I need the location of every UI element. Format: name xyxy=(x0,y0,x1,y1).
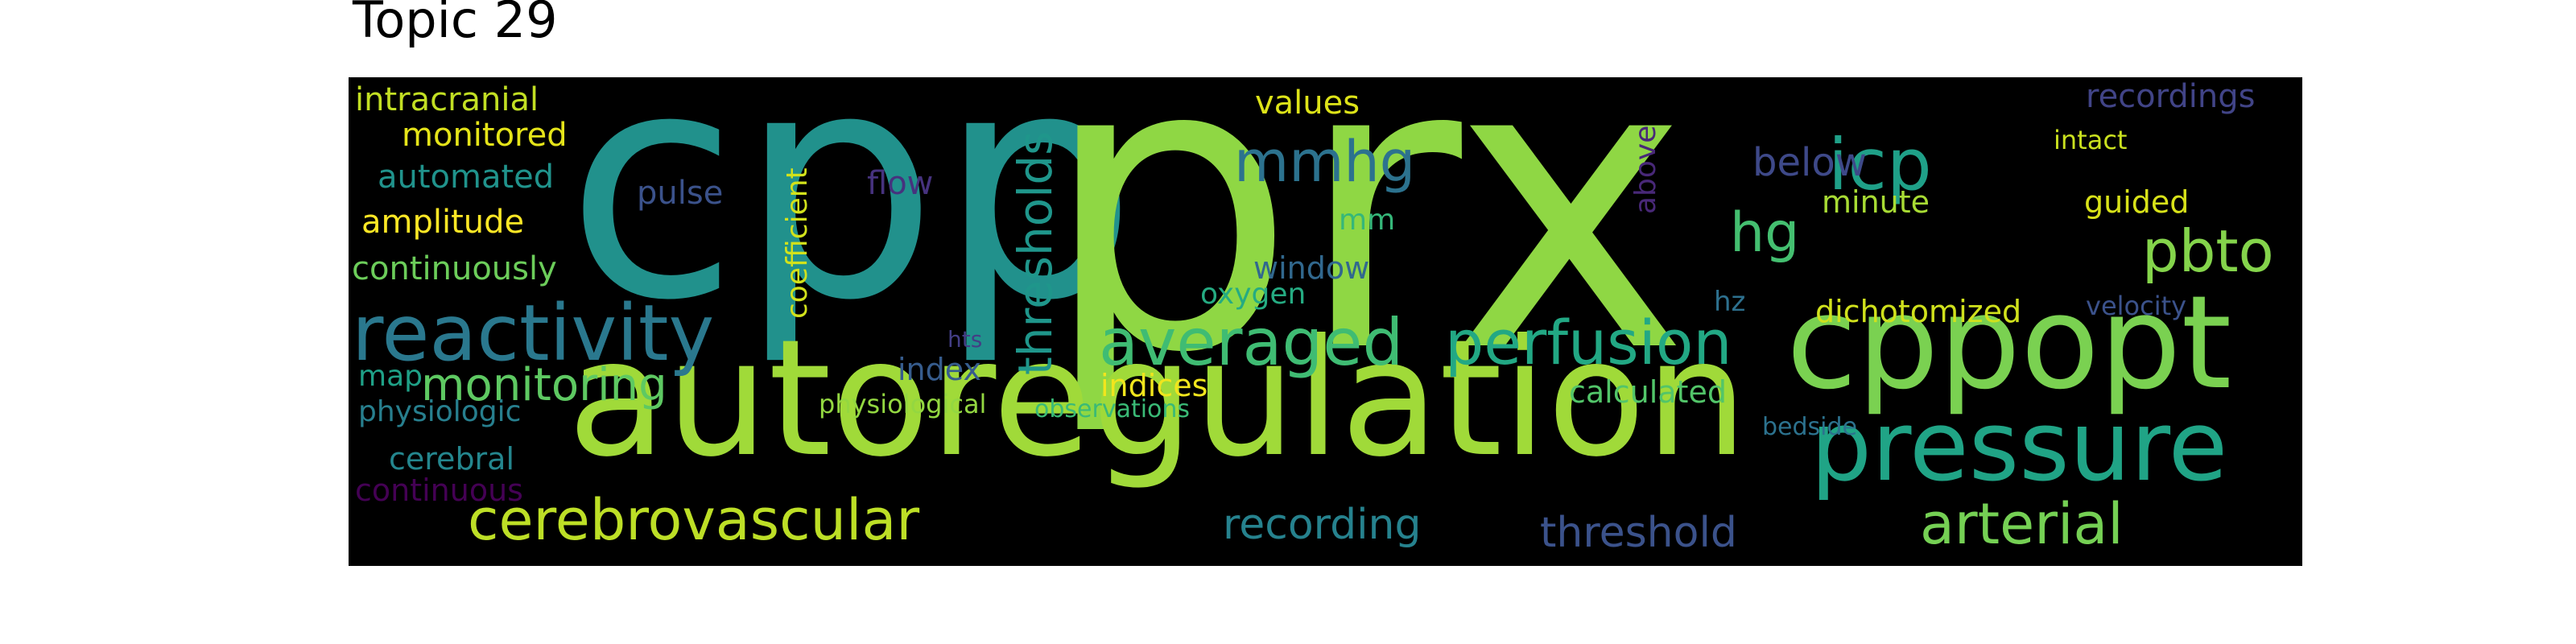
word-averaged: averaged xyxy=(1099,305,1404,380)
word-perfusion: perfusion xyxy=(1445,307,1732,378)
word-cpp: cpp xyxy=(566,77,1137,369)
word-autoregulation: autoregulation xyxy=(568,305,1748,493)
word-arterial: arterial xyxy=(1920,491,2124,557)
word-monitored: monitored xyxy=(402,117,568,154)
word-amplitude: amplitude xyxy=(361,204,525,241)
word-hg: hg xyxy=(1730,201,1800,265)
word-mm: mm xyxy=(1339,204,1396,237)
word-cloud: cpp prx autoregulation cppopt pressure reacti… xyxy=(349,77,2302,566)
word-hz: hz xyxy=(1714,286,1746,318)
word-prx: prx xyxy=(1041,77,1690,440)
word-continuously: continuously xyxy=(352,250,557,287)
word-hts: hts xyxy=(947,326,983,353)
word-map: map xyxy=(358,360,423,393)
word-pulse: pulse xyxy=(637,175,724,212)
word-automated: automated xyxy=(378,159,555,196)
word-pbto: pbto xyxy=(2142,217,2274,285)
word-intact: intact xyxy=(2054,125,2128,155)
word-thresholds: thresholds xyxy=(1008,130,1063,375)
word-guided: guided xyxy=(2084,184,2190,220)
word-cerebrovascular: cerebrovascular xyxy=(468,487,920,553)
word-threshold: threshold xyxy=(1540,509,1737,557)
figure-title: Topic 29 xyxy=(353,0,558,49)
word-values: values xyxy=(1255,85,1360,122)
word-below: below xyxy=(1752,140,1867,185)
word-dichotomized: dichotomized xyxy=(1815,294,2022,329)
word-pressure: pressure xyxy=(1810,391,2228,503)
word-observations: observations xyxy=(1034,395,1191,423)
word-monitoring: monitoring xyxy=(421,359,667,411)
word-recordings: recordings xyxy=(2086,78,2256,115)
word-flow: flow xyxy=(867,165,934,202)
word-above: above xyxy=(1629,125,1662,214)
word-reactivity: reactivity xyxy=(352,288,715,378)
word-cppopt: cppopt xyxy=(1786,267,2232,418)
word-bedside: bedside xyxy=(1762,413,1858,441)
word-mmhg: mmhg xyxy=(1234,129,1416,195)
word-coefficient: coefficient xyxy=(781,167,814,319)
word-indices: indices xyxy=(1100,368,1208,403)
word-cerebral: cerebral xyxy=(389,441,515,477)
word-velocity: velocity xyxy=(2086,291,2187,321)
word-icp: icp xyxy=(1828,123,1932,206)
word-recording: recording xyxy=(1223,501,1422,549)
word-minute: minute xyxy=(1822,184,1930,220)
word-intracranial: intracranial xyxy=(355,81,539,118)
word-physiologic: physiologic xyxy=(358,395,522,428)
word-index: index xyxy=(898,352,981,387)
word-continuous: continuous xyxy=(355,473,523,508)
word-oxygen: oxygen xyxy=(1200,278,1307,311)
word-physiological: physiological xyxy=(819,389,987,419)
word-calculated: calculated xyxy=(1569,374,1727,410)
word-window: window xyxy=(1253,250,1370,286)
